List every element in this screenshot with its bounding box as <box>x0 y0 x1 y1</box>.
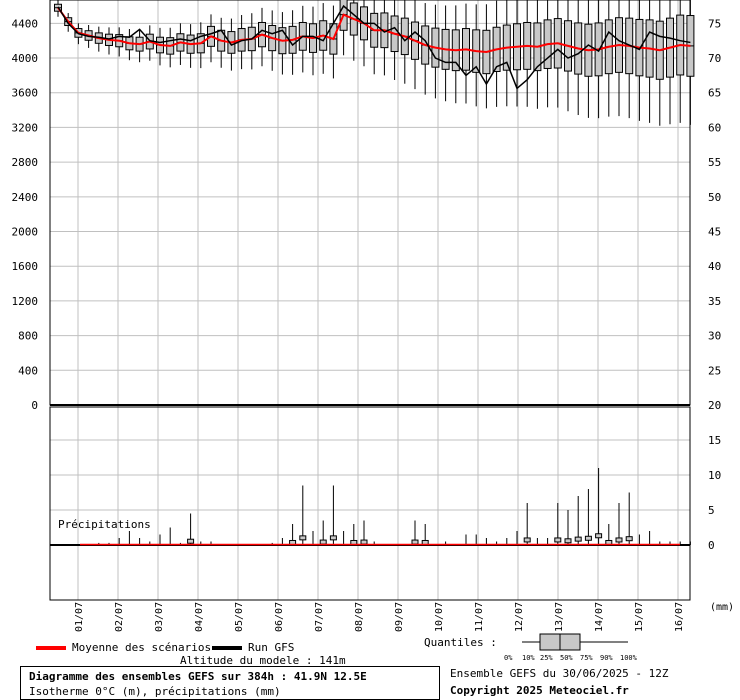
precip-box <box>615 537 623 543</box>
chart-subtitle: Isotherme 0°C (m), précipitations (mm) <box>29 685 281 698</box>
x-tick-label: 08/07 <box>354 602 365 632</box>
precip-box <box>187 538 195 544</box>
left-tick-label: 2800 <box>12 156 39 169</box>
x-tick-label: 02/07 <box>114 602 125 632</box>
x-tick-label: 03/07 <box>154 602 165 632</box>
quantiles-label: Quantiles : <box>424 636 497 649</box>
left-tick-label: 3600 <box>12 87 39 100</box>
quantile-mark: 10% <box>522 654 535 662</box>
quantile-mark: 25% <box>540 654 553 662</box>
legend-run-label: Run GFS <box>248 641 295 654</box>
right-tick-label: 60 <box>708 121 721 134</box>
x-tick-label: 06/07 <box>274 602 285 632</box>
precip-box <box>595 533 603 539</box>
chart-info-box: Diagramme des ensembles GEFS sur 384h : … <box>20 666 440 700</box>
x-tick-label: 09/07 <box>394 602 405 632</box>
copyright: Copyright 2025 Meteociel.fr <box>450 684 629 697</box>
precip-box <box>564 538 572 544</box>
bottom-panel-frame <box>49 406 691 601</box>
precip-tick-label: 15 <box>708 434 721 447</box>
left-tick-label: 1600 <box>12 260 39 273</box>
precip-box <box>584 535 592 541</box>
left-tick-label: 1200 <box>12 295 39 308</box>
x-tick-label: 05/07 <box>234 602 245 632</box>
x-tick-label: 16/07 <box>674 602 685 632</box>
precip-box <box>299 535 307 541</box>
x-tick-label: 07/07 <box>314 602 325 632</box>
right-tick-label: 30 <box>708 330 721 343</box>
left-tick-label: 2000 <box>12 226 39 239</box>
x-tick-label: 04/07 <box>194 602 205 632</box>
left-tick-label: 4400 <box>12 17 39 30</box>
precip-tick-label: 10 <box>708 469 721 482</box>
left-tick-label: 0 <box>31 399 38 412</box>
series-mean-line <box>57 7 691 53</box>
precip-unit: (mm) <box>710 602 734 613</box>
quantile-mark: 0% <box>504 654 513 662</box>
quantile-mark: 50% <box>560 654 573 662</box>
left-tick-label: 2400 <box>12 191 39 204</box>
right-tick-label: 65 <box>708 87 721 100</box>
run-swatch <box>212 646 242 650</box>
precip-box <box>574 536 582 542</box>
x-tick-label: 14/07 <box>594 602 605 632</box>
right-tick-label: 35 <box>708 295 721 308</box>
left-tick-label: 3200 <box>12 121 39 134</box>
chart-title: Diagramme des ensembles GEFS sur 384h : … <box>29 670 367 683</box>
right-tick-label: 70 <box>708 52 721 65</box>
precip-box <box>319 539 327 545</box>
x-tick-label: 11/07 <box>474 602 485 632</box>
right-tick-label: 40 <box>708 260 721 273</box>
precip-box <box>411 539 419 545</box>
precip-tick-label: 5 <box>708 504 715 517</box>
precip-box <box>625 536 633 542</box>
left-tick-label: 4000 <box>12 52 39 65</box>
quantile-mark: 75% <box>580 654 593 662</box>
precip-tick-label: 20 <box>708 399 721 412</box>
right-tick-label: 55 <box>708 156 721 169</box>
x-tick-label: 10/07 <box>434 602 445 632</box>
precip-box <box>329 535 337 541</box>
ensemble-run: Ensemble GEFS du 30/06/2025 - 12Z <box>450 667 669 680</box>
precip-tick-label: 0 <box>708 539 715 552</box>
quantile-mark: 100% <box>620 654 638 662</box>
precip-label: Précipitations <box>58 518 151 531</box>
legend-mean-label: Moyenne des scénarios <box>72 641 212 654</box>
legend-run: Run GFS <box>212 641 294 654</box>
right-tick-label: 25 <box>708 364 721 377</box>
x-tick-label: 15/07 <box>634 602 645 632</box>
model-altitude: Altitude du modele : 141m <box>180 654 346 667</box>
right-tick-label: 45 <box>708 226 721 239</box>
mean-swatch <box>36 646 66 650</box>
right-tick-label: 75 <box>708 17 721 30</box>
quantile-mark: 90% <box>600 654 613 662</box>
series-run-line <box>57 4 691 90</box>
precip-box <box>360 539 368 545</box>
left-tick-label: 800 <box>18 330 38 343</box>
right-tick-label: 50 <box>708 191 721 204</box>
x-tick-label: 13/07 <box>554 602 565 632</box>
left-tick-label: 400 <box>18 364 38 377</box>
precip-box <box>523 537 531 543</box>
legend-mean: Moyenne des scénarios <box>36 641 211 654</box>
precip-box <box>554 537 562 543</box>
x-tick-label: 01/07 <box>74 602 85 632</box>
top-panel-frame <box>49 0 691 406</box>
x-tick-label: 12/07 <box>514 602 525 632</box>
